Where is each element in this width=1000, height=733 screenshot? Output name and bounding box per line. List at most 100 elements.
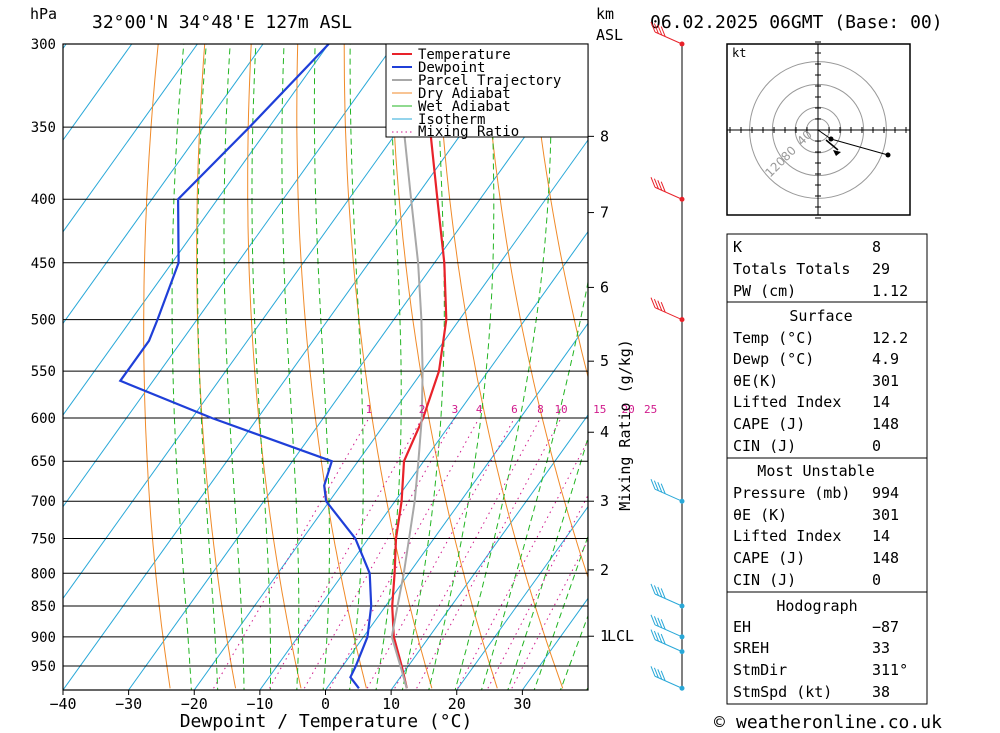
mixing-ratio-line: [329, 417, 480, 689]
pressure-tick-label: 850: [31, 599, 56, 615]
surface-cin-label: CIN (J): [733, 437, 796, 455]
mixing-ratio-line: [303, 417, 456, 689]
surface-li-label: Lifted Index: [733, 393, 841, 411]
barb-flag: [650, 177, 656, 188]
isotherm-line: [63, 44, 395, 508]
mixing-ratio-line: [213, 417, 370, 689]
wet-adiabat-line: [559, 614, 588, 690]
hodograph-unit: kt: [732, 46, 746, 60]
storm-motion-shaft: [825, 139, 839, 151]
dry-adiabat-line: [343, 44, 433, 689]
surface-thetae-value: 301: [872, 372, 899, 390]
barb-flag: [657, 669, 663, 680]
wet-adiabat-line: [533, 534, 588, 690]
mixing-ratio-line: [457, 439, 588, 689]
profile-dewpoint: [118, 44, 373, 689]
dry-adiabat-line: [436, 44, 564, 689]
wind-barb: [650, 177, 685, 202]
hodograph-section-title: Hodograph: [776, 597, 857, 615]
hodo-eh-value: −87: [872, 618, 899, 636]
surface-section-title: Surface: [789, 307, 852, 325]
pressure-tick-label: 900: [31, 630, 56, 646]
surface-temp-value: 12.2: [872, 329, 908, 347]
legend-label-wet-adiabat: Wet Adiabat: [418, 99, 511, 115]
website-link[interactable]: weatheronline.co.uk: [736, 712, 942, 733]
isotherm-line: [259, 230, 588, 690]
mixing-ratio-line: [511, 538, 588, 689]
isotherm-line: [63, 44, 330, 416]
pressure-tick-label: 400: [31, 192, 56, 208]
wind-barb: [650, 479, 685, 504]
barb-flag: [657, 300, 663, 311]
barb-flag: [660, 633, 666, 645]
barb-flag: [657, 482, 663, 493]
mu-cin-value: 0: [872, 571, 881, 589]
barb-flag: [660, 670, 666, 681]
wet-adiabat-line: [480, 279, 588, 690]
pressure-tick-label: 450: [31, 256, 56, 272]
pressure-tick-label: 550: [31, 364, 56, 380]
barb-shaft: [654, 31, 683, 45]
surface-cape-value: 148: [872, 415, 899, 433]
mu-thetae-value: 301: [872, 506, 899, 524]
surface-dewp-value: 4.9: [872, 350, 899, 368]
wet-adiabat-line: [454, 44, 552, 690]
barb-flag: [657, 586, 663, 598]
mixing-ratio-labels: 1 2 3 4 6 8 10 15 20 25: [366, 403, 658, 416]
mu-li-value: 14: [872, 527, 890, 545]
dry-adiabat-line: [247, 44, 302, 689]
barb-shaft: [654, 307, 683, 321]
asl-unit-label: ASL: [596, 26, 623, 44]
barb-shaft: [654, 488, 683, 502]
temperature-tick-label: 10: [382, 695, 400, 713]
axes: 3003504004505005506006507007508008509009…: [31, 37, 532, 713]
temperature-tick-label: 30: [513, 695, 531, 713]
index-tt-label: Totals Totals: [733, 260, 850, 278]
mu-cin-label: CIN (J): [733, 571, 796, 589]
barb-flag: [653, 630, 659, 642]
isotherm-line: [63, 44, 461, 600]
wind-barb: [650, 614, 685, 640]
wet-adiabat-line: [349, 44, 364, 690]
barb-shaft: [654, 624, 683, 638]
mixing-ratio-label: 20: [622, 403, 635, 416]
mixing-ratio-axis-title: Mixing Ratio (g/kg): [616, 339, 634, 511]
index-pw-value: 1.12: [872, 282, 908, 300]
mixing-ratio-label: 3: [452, 403, 459, 416]
mu-pressure-label: Pressure (mb): [733, 484, 850, 502]
wet-adiabat-line: [428, 44, 495, 690]
barb-flag: [653, 178, 659, 189]
isotherm-line: [63, 44, 526, 690]
copyright-symbol: ©: [714, 712, 725, 733]
barb-flag: [657, 180, 663, 191]
barb-flag: [653, 480, 659, 491]
barb-flag: [650, 583, 656, 595]
profile-parcel-trajectory: [390, 44, 424, 689]
most-unstable-section-title: Most Unstable: [757, 462, 874, 480]
surface-li-value: 14: [872, 393, 890, 411]
km-tick-label: 3: [600, 492, 609, 510]
surface-temp-label: Temp (°C): [733, 329, 814, 347]
legend-label-isotherm: Isotherm: [418, 112, 485, 128]
barb-flag: [660, 619, 666, 630]
mu-cape-value: 148: [872, 549, 899, 567]
km-tick-label: 5: [600, 352, 609, 370]
index-tables: K 8 Totals Totals 29 PW (cm) 1.12 Surfac…: [726, 233, 928, 705]
isotherm-line: [63, 44, 133, 141]
hodo-stmspd-label: StmSpd (kt): [733, 683, 832, 701]
mixing-ratio-label: 4: [476, 403, 483, 416]
index-k-label: K: [733, 238, 742, 256]
barb-shaft: [654, 639, 683, 653]
isotherm-line: [63, 44, 264, 325]
mixing-ratio-line: [269, 417, 423, 689]
legend-label-parcel: Parcel Trajectory: [418, 73, 561, 89]
temperature-tick-label: 0: [321, 695, 330, 713]
barb-flag: [660, 181, 666, 192]
hodograph-point: [885, 152, 891, 158]
mixing-ratio-label: 6: [511, 403, 518, 416]
dry-adiabat-line: [949, 44, 1000, 688]
barb-flag: [650, 21, 656, 33]
barb-flag: [653, 616, 659, 627]
